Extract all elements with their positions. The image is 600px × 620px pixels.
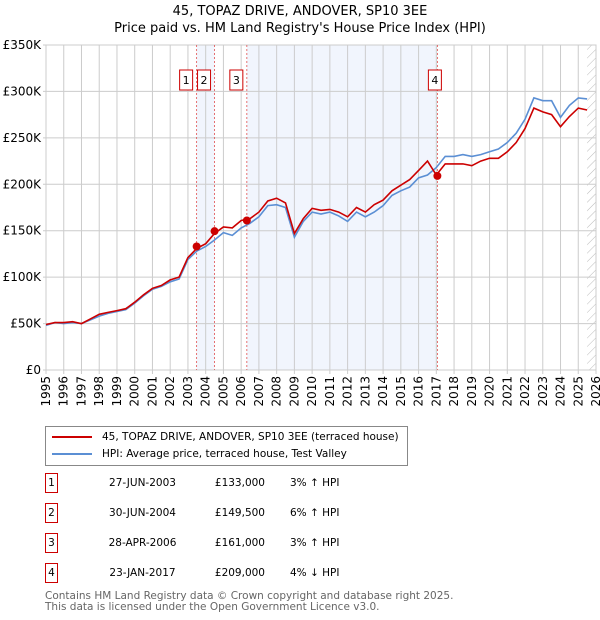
sale-label-frame [427,69,442,91]
x-tick-label: 2014 [376,376,390,407]
transaction-date: 23-JAN-2017 [109,567,176,579]
transaction-row: 2 30-JUN-2004 £149,500 6% ↑ HPI [45,503,545,523]
x-tick-label: 2021 [500,376,514,407]
transaction-date: 28-APR-2006 [108,537,177,549]
x-tick-label: 2018 [447,376,461,407]
x-tick-label: 2006 [234,376,248,407]
legend-item-hpi: HPI: Average price, terraced house, Test… [52,447,347,461]
legend-swatch [52,436,92,438]
x-tick-label: 2025 [571,376,585,407]
forecast-hatch [587,45,596,370]
plot-border [45,44,597,371]
transaction-row: 3 28-APR-2006 £161,000 3% ↑ HPI [45,533,545,553]
sale-label-box: 1 [179,69,194,91]
x-tick-label: 2003 [181,376,195,407]
footer-line: This data is licensed under the Open Gov… [45,601,380,613]
x-tick-label: 2015 [394,376,408,407]
x-tick-label: 2005 [216,376,230,407]
legend: 45, TOPAZ DRIVE, ANDOVER, SP10 3EE (terr… [45,426,408,466]
y-tick-label: £150K [3,224,43,238]
sale-label-frame [179,69,194,91]
sale-label-box: 3 [229,69,244,91]
x-tick-label: 2019 [465,376,479,407]
y-tick-label: £350K [3,38,43,52]
x-tick-label: 2023 [536,376,550,407]
sale-label-number: 2 [201,74,208,87]
transaction-row: 4 23-JAN-2017 £209,000 4% ↓ HPI [45,563,545,583]
shaded-period [246,45,438,370]
property-series-line [45,107,588,326]
x-tick-label: 2016 [412,376,426,407]
marker-badge: 3 [45,533,58,553]
legend-item-property: 45, TOPAZ DRIVE, ANDOVER, SP10 3EE (terr… [52,430,399,444]
transaction-hpi: 4% ↓ HPI [290,567,340,579]
x-tick-label: 2000 [128,376,142,407]
y-tick-label: £200K [3,177,43,191]
y-tick-label: £50K [10,317,42,331]
y-tick-label: £300K [3,84,43,98]
x-tick-label: 2010 [305,376,319,407]
transaction-date: 27-JUN-2003 [109,477,176,489]
x-tick-label: 2020 [483,376,497,407]
x-tick-label: 2001 [145,376,159,407]
x-tick-label: 2017 [429,376,443,407]
x-tick-label: 2004 [199,376,213,407]
sale-point [242,216,251,225]
x-tick-label: 2013 [358,376,372,407]
footer: Contains HM Land Registry data © Crown c… [45,591,453,613]
transaction-hpi: 3% ↑ HPI [290,537,340,549]
y-tick-label: £250K [3,131,43,145]
sale-label-box: 4 [427,69,442,91]
x-tick-label: 2007 [252,376,266,407]
x-tick-label: 2002 [163,376,177,407]
marker-badge: 4 [45,563,58,583]
sale-label-number: 4 [431,74,438,87]
x-tick-label: 1997 [74,376,88,407]
x-tick-label: 2022 [518,376,532,407]
sale-label-number: 3 [233,74,240,87]
sale-label-frame [229,69,244,91]
chart-title: 45, TOPAZ DRIVE, ANDOVER, SP10 3EE [172,4,428,19]
transaction-price: £209,000 [214,567,265,579]
chart-subtitle: Price paid vs. HM Land Registry's House … [114,21,486,36]
sale-point [192,242,201,251]
x-tick-label: 1995 [39,376,53,407]
sale-label-frame [197,69,212,91]
x-tick-label: 2012 [341,376,355,407]
x-tick-label: 1999 [110,376,124,407]
x-tick-label: 1998 [92,376,106,407]
transaction-price: £161,000 [214,537,265,549]
sale-label-number: 1 [183,74,190,87]
sale-point [433,171,442,180]
x-tick-label: 2011 [323,376,337,407]
legend-label: 45, TOPAZ DRIVE, ANDOVER, SP10 3EE (terr… [102,431,399,443]
sale-point [210,227,219,236]
footer-line: Contains HM Land Registry data © Crown c… [45,590,454,602]
legend-swatch [52,453,92,455]
marker-badge: 2 [45,503,58,523]
transaction-row: 1 27-JUN-2003 £133,000 3% ↑ HPI [45,473,545,493]
x-tick-label: 2009 [287,376,301,407]
transaction-date: 30-JUN-2004 [109,507,176,519]
transaction-price: £149,500 [214,507,265,519]
legend-label: HPI: Average price, terraced house, Test… [102,448,347,460]
marker-badge: 1 [45,473,58,493]
x-tick-label: 2026 [589,376,600,407]
y-tick-label: £100K [3,270,43,284]
transaction-hpi: 3% ↑ HPI [290,477,340,489]
x-tick-label: 2008 [270,376,284,407]
x-tick-label: 1996 [57,376,71,407]
transaction-hpi: 6% ↑ HPI [290,507,340,519]
transaction-price: £133,000 [214,477,265,489]
x-tick-label: 2024 [554,376,568,407]
sale-label-box: 2 [197,69,212,91]
chart-plot: 1995 1996 1997 1998 1999 2000 2001 2002 2003 2004… [3,38,600,407]
y-tick-label: £0 [26,363,41,377]
